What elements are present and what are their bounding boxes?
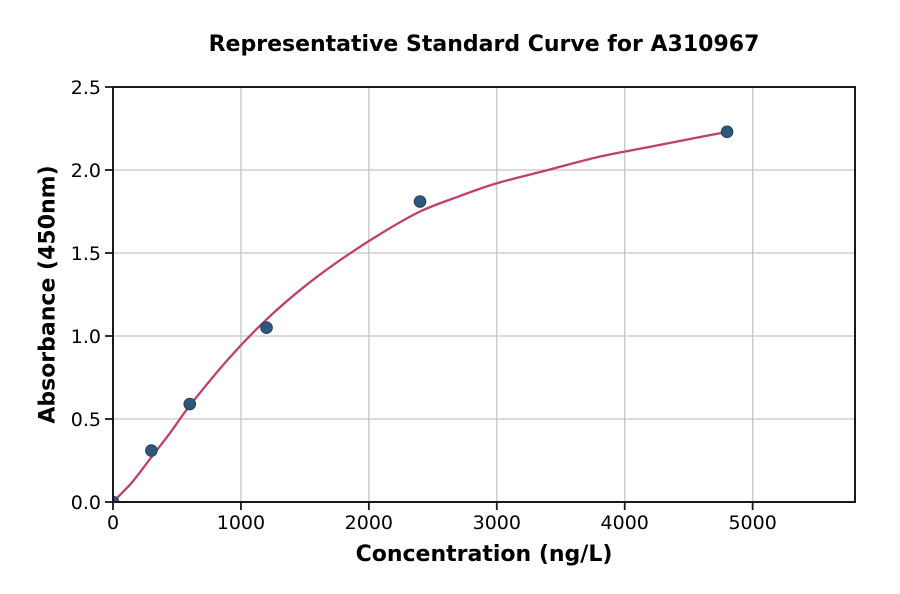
fit-curve (113, 130, 728, 502)
x-tick-label: 2000 (345, 512, 393, 534)
x-tick-label: 1000 (217, 512, 265, 534)
y-tick-label: 1.0 (71, 326, 101, 348)
y-tick-label: 0.5 (71, 409, 101, 431)
x-tick-label: 0 (107, 512, 119, 534)
x-tick-label: 3000 (473, 512, 521, 534)
x-axis-label: Concentration (ng/L) (355, 542, 613, 567)
plot-border (112, 86, 856, 503)
data-point (113, 495, 120, 502)
chart-title: Representative Standard Curve for A31096… (208, 32, 760, 57)
data-point (720, 125, 734, 139)
data-point (413, 195, 427, 208)
y-tick-label: 2.5 (71, 77, 101, 99)
data-points (113, 125, 734, 502)
x-tick-label: 5000 (728, 512, 776, 534)
y-tick-label: 2.0 (71, 160, 101, 182)
data-point (183, 397, 197, 411)
x-tick-label: 4000 (601, 512, 649, 534)
y-tick-label: 0.0 (71, 492, 101, 514)
y-tick-label: 1.5 (71, 243, 101, 265)
data-point (260, 321, 273, 335)
data-point (145, 444, 158, 457)
